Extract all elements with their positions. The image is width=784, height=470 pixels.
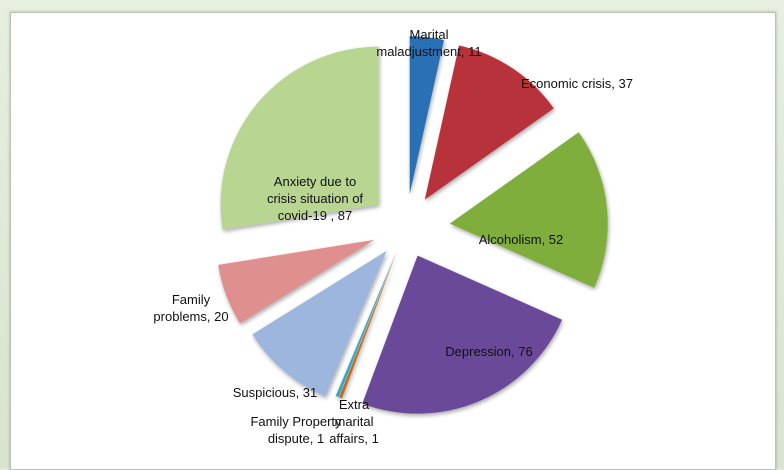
slice-label-family-property-dispute: Family Property dispute, 1 <box>250 414 342 446</box>
pie-slice-family-property-dispute <box>335 250 397 398</box>
pie-chart: Marital maladjustment, 11 Economic crisis,… <box>153 27 633 446</box>
chart-panel: Marital maladjustment, 11 Economic crisis,… <box>10 12 776 470</box>
pie-slice-depression <box>362 255 563 414</box>
slice-label-depression: Depression, 76 <box>445 344 532 359</box>
slice-label-extra-marital-affairs: Extra marital affairs, 1 <box>329 397 379 446</box>
pie-slice-family-problems <box>218 239 375 324</box>
slice-labels: Marital maladjustment, 11 Economic crisis,… <box>153 27 633 446</box>
slice-label-marital-maladjustment: Marital maladjustment, 11 <box>376 27 481 59</box>
slice-label-alcoholism: Alcoholism, 52 <box>479 232 564 247</box>
pie-slice-suspicious <box>252 250 387 397</box>
pie-slice-economic-crisis <box>424 45 554 200</box>
slice-label-family-problems: Family problems, 20 <box>153 292 228 324</box>
pie-slice-anxiety-due-to-crisis-situation-of-covid-19 <box>220 46 379 230</box>
pie-slices <box>218 36 608 414</box>
slice-label-anxiety-due-to-crisis-situation-of-covid-19: Anxiety due to crisis situation of covid-1… <box>267 174 363 223</box>
pie-slice-extra-marital-affairs <box>339 250 398 399</box>
pie-slice-alcoholism <box>449 132 608 288</box>
slice-label-suspicious: Suspicious, 31 <box>233 385 318 400</box>
slice-label-economic-crisis: Economic crisis, 37 <box>521 76 633 91</box>
pie-slice-marital-maladjustment <box>409 36 444 195</box>
